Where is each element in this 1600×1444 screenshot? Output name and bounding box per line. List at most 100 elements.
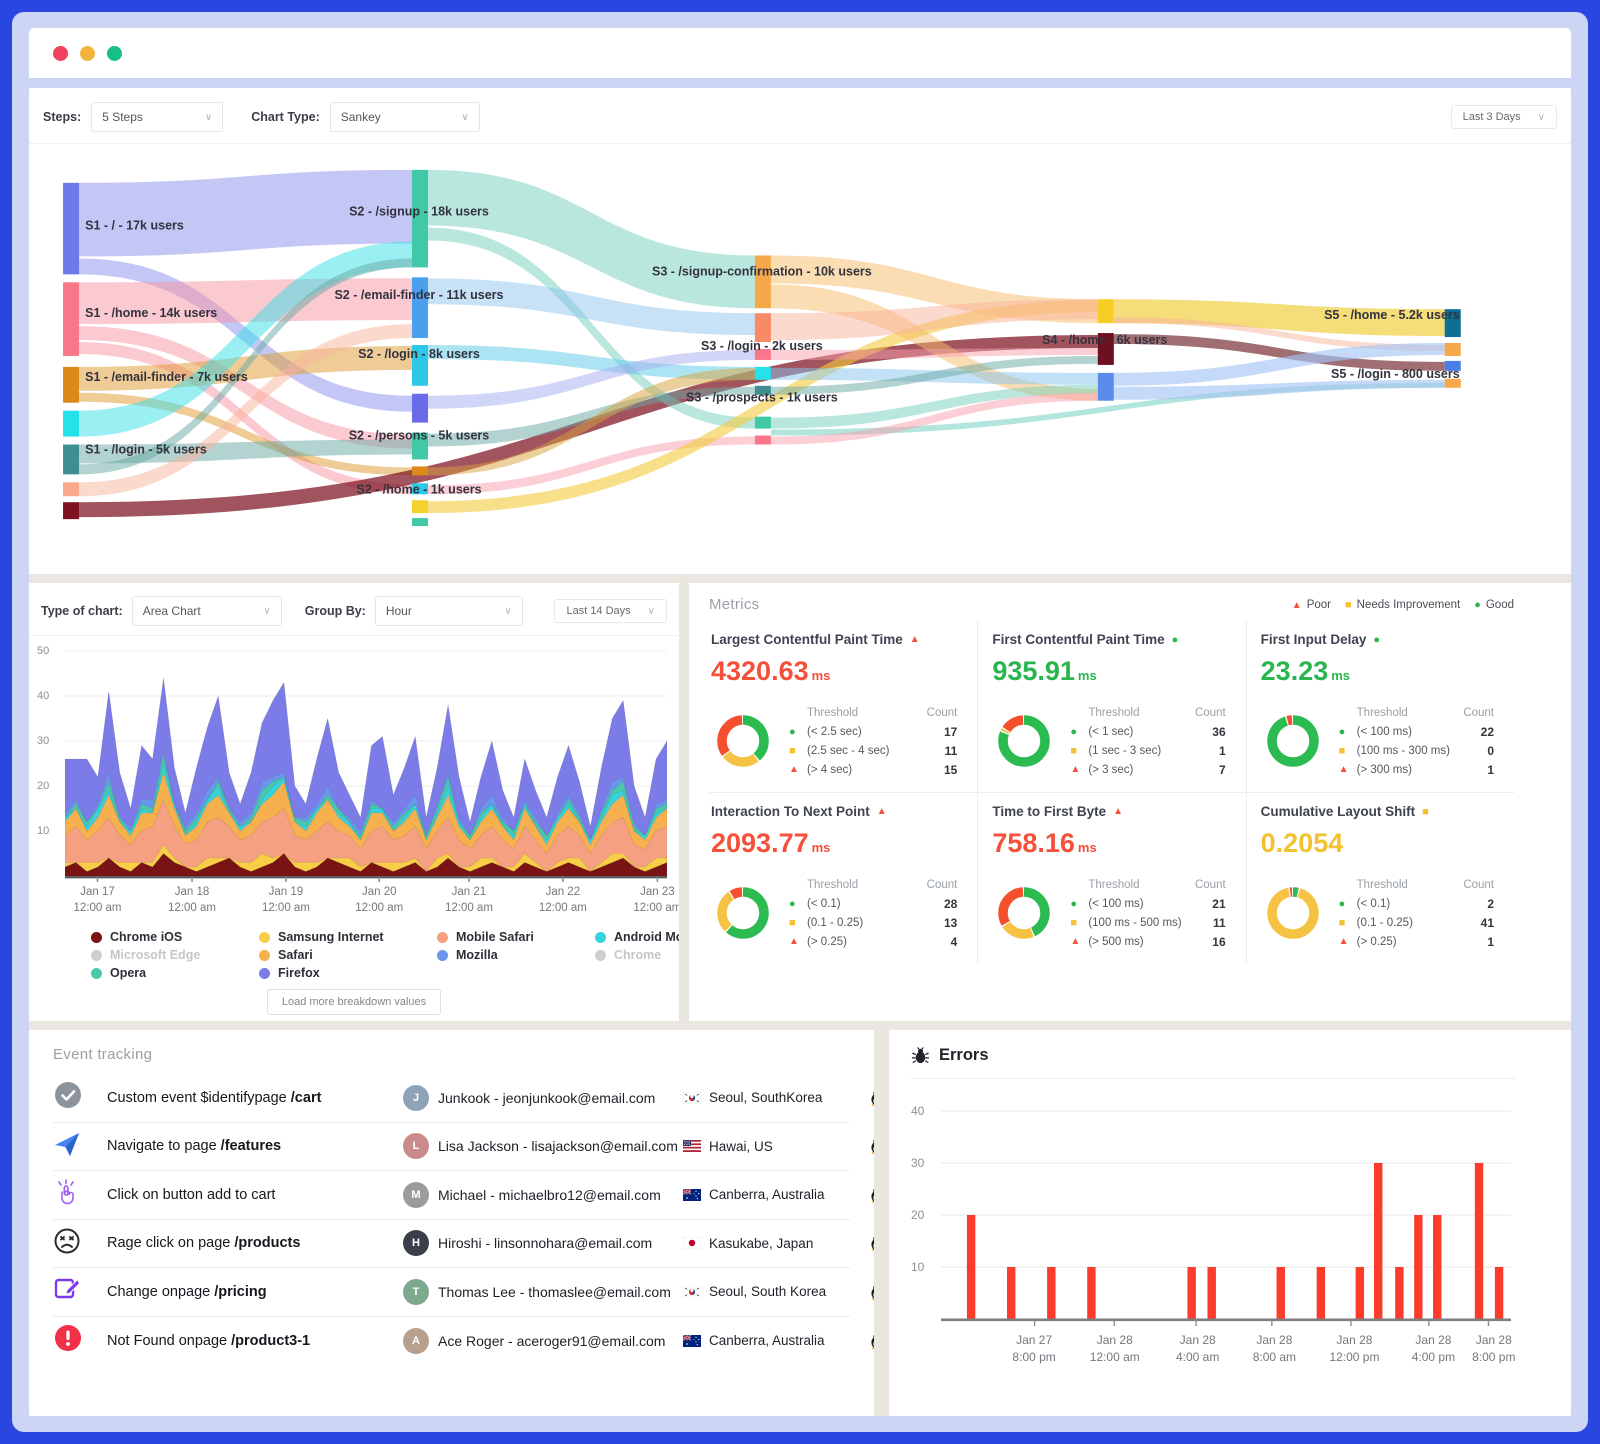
sankey-node-s1-root[interactable] <box>63 182 80 275</box>
sankey-link[interactable] <box>79 278 412 325</box>
sankey-link[interactable] <box>79 392 412 476</box>
sankey-node-s3-prospects[interactable] <box>754 416 771 429</box>
sankey-link[interactable] <box>79 169 412 257</box>
sankey-node-s1-login[interactable] <box>63 444 80 475</box>
type-of-chart-select[interactable]: Area Chart ∨ <box>131 596 282 626</box>
sankey-link[interactable] <box>1113 379 1445 400</box>
load-more-button[interactable]: Load more breakdown values <box>266 989 442 1015</box>
sankey-node-s2-persons[interactable] <box>411 432 429 460</box>
error-bar[interactable] <box>1355 1267 1365 1319</box>
sankey-node-s4-other2[interactable] <box>1097 372 1114 401</box>
legend-item-safari[interactable]: Safari <box>259 948 437 962</box>
sankey-node-s3-other2[interactable] <box>754 366 771 380</box>
sankey-link[interactable] <box>428 367 755 476</box>
sankey-node-s2-other4[interactable] <box>411 518 429 527</box>
error-bar[interactable] <box>1474 1163 1484 1319</box>
sankey-link[interactable] <box>79 326 412 449</box>
error-bar[interactable] <box>1007 1267 1016 1319</box>
error-bar[interactable] <box>1395 1267 1404 1319</box>
error-bar[interactable] <box>1047 1267 1056 1319</box>
sankey-node-s3-signup-confirmation[interactable] <box>754 255 771 309</box>
sankey-link[interactable] <box>428 169 755 309</box>
sankey-link[interactable] <box>1113 299 1445 337</box>
legend-item-mozilla[interactable]: Mozilla <box>437 948 595 962</box>
sankey-link[interactable] <box>79 324 412 497</box>
event-row[interactable]: Custom event $identifypage /cart J Junkook… <box>53 1074 874 1123</box>
sankey-node-s2-home[interactable] <box>411 483 429 495</box>
sankey-node-s2-login[interactable] <box>411 345 429 386</box>
steps-select[interactable]: 5 Steps ∨ <box>91 102 224 132</box>
error-bar[interactable] <box>1494 1267 1504 1319</box>
sankey-link[interactable] <box>1113 343 1445 386</box>
sankey-node-s2-other2[interactable] <box>411 466 429 476</box>
close-window-dot[interactable] <box>53 45 68 61</box>
legend-item-mobile-safari[interactable]: Mobile Safari <box>437 930 595 944</box>
sankey-link[interactable] <box>770 355 1098 395</box>
area-date-range-button[interactable]: Last 14 Days ∨ <box>554 599 667 623</box>
sankey-node-s4-other1[interactable] <box>1097 299 1114 324</box>
error-bar[interactable] <box>1414 1215 1423 1319</box>
sankey-link[interactable] <box>770 392 1098 445</box>
sankey-link[interactable] <box>770 382 1445 436</box>
error-bar[interactable] <box>1433 1215 1442 1319</box>
legend-item-chrome-ios[interactable]: Chrome iOS <box>91 930 259 944</box>
legend-item-chrome[interactable]: Chrome <box>595 948 679 962</box>
sankey-link[interactable] <box>1113 317 1445 351</box>
chart-type-select[interactable]: Sankey ∨ <box>329 102 480 132</box>
event-row[interactable]: Not Found onpage /product3-1 A Ace Roger -… <box>53 1317 874 1366</box>
event-row[interactable]: Navigate to page /features L Lisa Jackson … <box>53 1123 874 1171</box>
sankey-link[interactable] <box>428 300 1098 514</box>
sankey-node-s3-other4[interactable] <box>754 435 771 445</box>
sankey-link[interactable] <box>428 227 755 429</box>
sankey-link[interactable] <box>428 436 755 495</box>
event-row[interactable]: Change onpage /pricing T Thomas Lee - thom… <box>53 1268 874 1317</box>
sankey-link[interactable] <box>428 386 755 447</box>
legend-item-microsoft-edge[interactable]: Microsoft Edge <box>91 948 259 962</box>
error-bar[interactable] <box>1374 1163 1383 1319</box>
error-bar[interactable] <box>1316 1267 1326 1319</box>
maximize-window-dot[interactable] <box>107 45 122 61</box>
sankey-link[interactable] <box>79 258 412 475</box>
sankey-link[interactable] <box>770 347 1098 360</box>
sankey-link[interactable] <box>770 299 1098 341</box>
sankey-node-s2-email-finder[interactable] <box>411 277 429 339</box>
sankey-link[interactable] <box>428 278 755 336</box>
sankey-node-s2-other3[interactable] <box>411 500 429 514</box>
sankey-node-s5-other1[interactable] <box>1444 343 1461 356</box>
error-bar[interactable] <box>1187 1267 1196 1319</box>
sankey-node-s2-other1[interactable] <box>411 393 429 423</box>
error-bar[interactable] <box>1087 1267 1096 1319</box>
sankey-link[interactable] <box>770 384 1098 429</box>
sankey-link[interactable] <box>79 241 412 437</box>
legend-item-samsung-internet[interactable]: Samsung Internet <box>259 930 437 944</box>
sankey-link[interactable] <box>79 342 412 495</box>
sankey-node-s1-home[interactable] <box>63 282 80 356</box>
error-bar[interactable] <box>1207 1267 1216 1319</box>
sankey-node-s5-other2[interactable] <box>1444 360 1461 371</box>
funnel-date-range-button[interactable]: Last 3 Days ∨ <box>1450 105 1557 129</box>
sankey-node-s3-other1[interactable] <box>754 313 771 343</box>
event-row[interactable]: Rage click on page /products H Hiroshi - l… <box>53 1220 874 1268</box>
sankey-link[interactable] <box>428 349 755 409</box>
sankey-node-s3-other3[interactable] <box>754 385 771 395</box>
error-bar[interactable] <box>1276 1267 1285 1319</box>
sankey-node-s4-home[interactable] <box>1097 333 1114 365</box>
minimize-window-dot[interactable] <box>80 45 95 61</box>
sankey-node-s1-email-finder[interactable] <box>63 366 80 403</box>
sankey-node-s5-login[interactable] <box>1444 378 1461 388</box>
legend-item-opera[interactable]: Opera <box>91 966 259 980</box>
group-by-select[interactable]: Hour ∨ <box>374 596 523 626</box>
legend-item-firefox[interactable]: Firefox <box>259 966 437 980</box>
sankey-node-s1-other1[interactable] <box>63 410 80 437</box>
sankey-link[interactable] <box>428 345 755 380</box>
sankey-node-s2-signup[interactable] <box>411 169 429 268</box>
sankey-node-s5-home[interactable] <box>1444 309 1461 338</box>
sankey-node-s1-other3[interactable] <box>63 502 80 520</box>
error-bar[interactable] <box>966 1215 976 1319</box>
legend-item-android-mobile[interactable]: Android Mobile <box>595 930 679 944</box>
sankey-link[interactable] <box>1113 334 1445 371</box>
event-row[interactable]: Click on button add to cart M Michael - mi… <box>53 1171 874 1220</box>
sankey-node-s1-other2[interactable] <box>63 482 80 497</box>
sankey-node-s3-login[interactable] <box>754 348 771 360</box>
threshold-label: (> 0.25) <box>807 935 847 948</box>
